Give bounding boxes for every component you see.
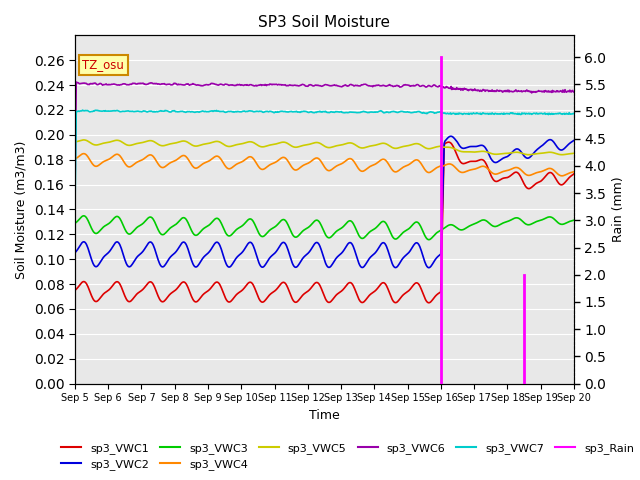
Legend: sp3_VWC1, sp3_VWC2, sp3_VWC3, sp3_VWC4, sp3_VWC5, sp3_VWC6, sp3_VWC7, sp3_Rain: sp3_VWC1, sp3_VWC2, sp3_VWC3, sp3_VWC4, … [57,438,639,474]
Y-axis label: Rain (mm): Rain (mm) [612,177,625,242]
Y-axis label: Soil Moisture (m3/m3): Soil Moisture (m3/m3) [15,140,28,278]
Text: TZ_osu: TZ_osu [83,59,124,72]
X-axis label: Time: Time [309,409,340,422]
Title: SP3 Soil Moisture: SP3 Soil Moisture [259,15,390,30]
